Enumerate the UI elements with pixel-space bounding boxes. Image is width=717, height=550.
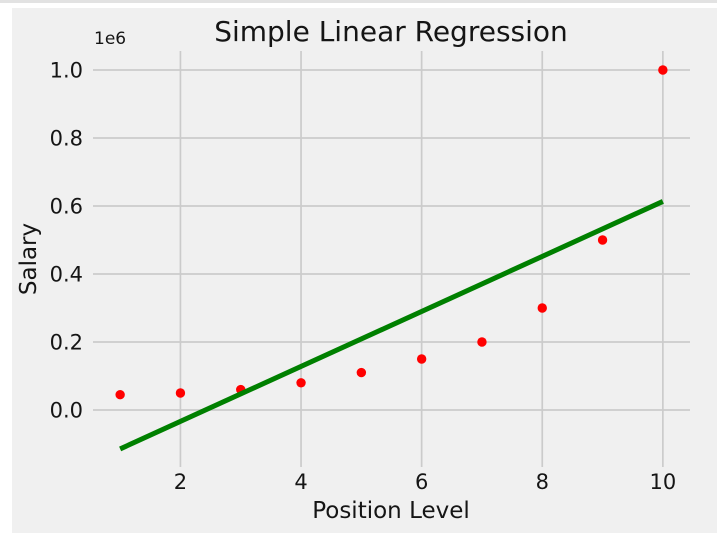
x-axis-label: Position Level bbox=[312, 498, 470, 524]
scatter-point bbox=[296, 378, 306, 388]
scatter-point bbox=[477, 337, 487, 347]
x-tick-label: 6 bbox=[415, 470, 428, 494]
y-tick-label: 0.6 bbox=[50, 194, 83, 218]
x-tick-label: 4 bbox=[294, 470, 307, 494]
chart-title: Simple Linear Regression bbox=[214, 15, 568, 48]
scatter-point bbox=[115, 389, 125, 400]
y-tick-label: 0.0 bbox=[50, 399, 83, 423]
x-tick-labels: 2 4 6 8 10 bbox=[174, 470, 676, 494]
scatter-layer bbox=[115, 65, 668, 400]
y-tick-labels: 0.0 0.2 0.4 0.6 0.8 1.0 bbox=[50, 58, 83, 422]
line-layer bbox=[119, 199, 664, 452]
x-tick-label: 8 bbox=[536, 470, 549, 494]
y-tick-label: 0.2 bbox=[50, 330, 83, 354]
y-axis-offset-text: 1e6 bbox=[94, 29, 126, 49]
x-tick-label: 10 bbox=[649, 470, 676, 494]
y-axis-label: Salary bbox=[16, 223, 42, 295]
scatter-point bbox=[658, 65, 668, 75]
scatter-point bbox=[175, 388, 186, 398]
y-tick-label: 1.0 bbox=[50, 58, 83, 82]
y-tick-label: 0.4 bbox=[50, 262, 83, 286]
y-tick-label: 0.8 bbox=[50, 126, 83, 150]
scatter-point bbox=[356, 367, 367, 378]
window-edge-strip bbox=[0, 0, 717, 3]
regression-line bbox=[119, 199, 664, 452]
scatter-point bbox=[537, 303, 547, 313]
figure-background bbox=[12, 8, 717, 533]
x-tick-label: 2 bbox=[174, 470, 187, 494]
scatter-point bbox=[597, 235, 608, 245]
grid-layer bbox=[93, 51, 690, 467]
scatter-point bbox=[416, 354, 427, 364]
